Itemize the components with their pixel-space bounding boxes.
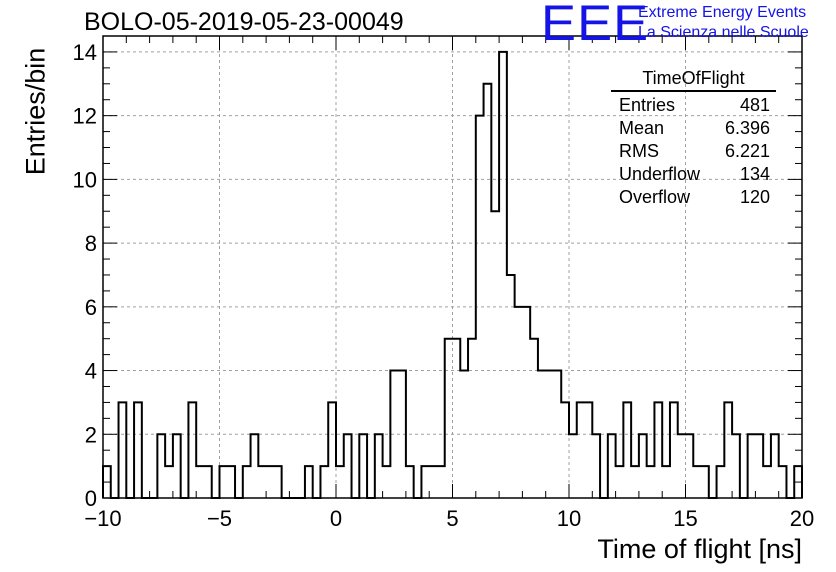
stats-label: Mean: [619, 118, 665, 138]
stats-box: TimeOfFlight Entries 481 Mean 6.396 RMS …: [611, 68, 776, 209]
plot-title: BOLO-05-2019-05-23-00049: [84, 8, 404, 36]
stats-value: 481: [739, 95, 770, 115]
stats-row-entries: Entries 481: [611, 94, 776, 117]
x-tick-label: 20: [790, 506, 814, 531]
y-tick-label: 14: [73, 40, 97, 65]
x-tick-label: 5: [446, 506, 458, 531]
stats-value: 120: [739, 187, 770, 207]
x-tick-label: −10: [84, 506, 121, 531]
y-tick-label: 10: [73, 167, 97, 192]
y-axis-label: Entries/bin: [20, 47, 51, 176]
x-tick-label: 15: [673, 506, 697, 531]
stats-value: 6.396: [724, 118, 770, 138]
x-axis-label: Time of flight [ns]: [597, 534, 802, 564]
y-tick-label: 4: [85, 359, 97, 384]
y-tick-label: 6: [85, 295, 97, 320]
eee-logo: EEE: [541, 0, 650, 51]
eee-logo-text: Extreme Energy Events La Scienza nelle S…: [638, 3, 809, 43]
x-tick-label: 10: [557, 506, 581, 531]
stats-value: 6.221: [724, 141, 770, 161]
stats-label: Underflow: [619, 164, 701, 184]
stats-label: Entries: [619, 95, 676, 115]
stats-value: 134: [739, 164, 770, 184]
stats-row-underflow: Underflow 134: [611, 163, 776, 186]
logo-line-2: La Scienza nelle Scuole: [638, 24, 809, 41]
stats-row-rms: RMS 6.221: [611, 140, 776, 163]
axes: −10 −5 0 5 10 15 20 0 2 4 6 8 10 12 14: [73, 35, 814, 531]
logo-line-1: Extreme Energy Events: [638, 4, 807, 21]
stats-row-mean: Mean 6.396: [611, 117, 776, 140]
x-tick-label: −5: [207, 506, 232, 531]
y-tick-label: 0: [85, 486, 97, 511]
y-tick-label: 8: [85, 231, 97, 256]
x-tick-label: 0: [330, 506, 342, 531]
y-tick-label: 12: [73, 104, 97, 129]
stats-label: RMS: [619, 141, 659, 161]
stats-label: Overflow: [619, 187, 691, 207]
stats-row-overflow: Overflow 120: [611, 186, 776, 209]
y-tick-label: 2: [85, 422, 97, 447]
stats-title: TimeOfFlight: [611, 68, 776, 92]
